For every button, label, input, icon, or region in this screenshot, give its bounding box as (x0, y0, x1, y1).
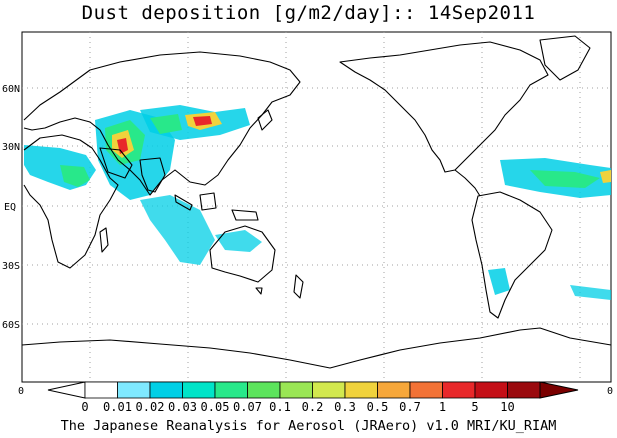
lat-label-60n: 60N (2, 84, 20, 95)
coast-africa (23, 134, 119, 269)
bottom-right-label: 0 (607, 386, 613, 397)
lat-label-30n: 30N (2, 142, 20, 153)
colorbar-cell (377, 381, 411, 399)
colorbar-label: 0.02 (136, 400, 165, 414)
colorbar-cell (149, 381, 183, 399)
colorbar-label: 0.07 (233, 400, 262, 414)
colorbar-labels: 0 0.01 0.02 0.03 0.05 0.07 0.1 0.2 0.3 0.5 0.7 1 5 10 (81, 400, 514, 414)
colorbar: 0 0.01 0.02 0.03 0.05 0.07 0.1 0.2 0.3 0.5 0.7 1 5 10 (47, 381, 579, 414)
colorbar-cell (409, 381, 443, 399)
coast-madagascar (99, 227, 109, 253)
coast-borneo (199, 192, 217, 211)
colorbar-cell (117, 381, 151, 399)
coast-new-zealand (293, 274, 304, 299)
lat-label-30s: 30S (2, 261, 20, 272)
dust-atlantic-mid (530, 170, 600, 188)
colorbar-cell (279, 381, 313, 399)
dust-indian-low (140, 195, 215, 265)
coast-greenland (539, 35, 591, 81)
coast-central-america (454, 169, 481, 197)
dust-sahel-low (24, 145, 96, 190)
dust-south-atlantic-low (570, 285, 611, 300)
colorbar-label: 0.7 (399, 400, 421, 414)
dust-atlantic-high (600, 170, 611, 183)
coast-japan (257, 109, 273, 131)
colorbar-cell (442, 381, 476, 399)
coast-arabia (99, 147, 133, 179)
colorbar-cell (182, 381, 216, 399)
colorbar-cell (84, 381, 118, 399)
dust-australia-low (215, 230, 262, 252)
colorbar-label: 0.03 (168, 400, 197, 414)
dust-sahel-mid (60, 165, 90, 187)
coast-new-guinea (231, 209, 259, 221)
colorbar-cell (474, 381, 508, 399)
coast-sumatra (174, 194, 193, 211)
map-title: Dust deposition [g/m2/day]:: 14Sep2011 (81, 2, 536, 24)
colorbar-label: 0.2 (302, 400, 324, 414)
coast-eurasia (23, 51, 301, 196)
dust-taklimakan-peak (193, 116, 212, 126)
colorbar-label: 0.01 (103, 400, 132, 414)
coast-south-america (471, 191, 553, 319)
colorbar-label: 0 (81, 400, 88, 414)
colorbar-cell (312, 381, 346, 399)
colorbar-left-arrow (47, 381, 86, 399)
colorbar-cells (84, 381, 541, 399)
colorbar-cell (214, 381, 248, 399)
dust-fields (24, 105, 611, 300)
bottom-left-label: 0 (18, 386, 24, 397)
colorbar-label: 0.05 (201, 400, 230, 414)
coast-tasmania (255, 287, 263, 295)
colorbar-label: 0.3 (334, 400, 356, 414)
colorbar-label: 10 (500, 400, 514, 414)
lat-label-60s: 60S (2, 320, 20, 331)
lat-label-eq: EQ (4, 202, 16, 213)
colorbar-cell (344, 381, 378, 399)
credit-line: The Japanese Reanalysis for Aerosol (JRA… (60, 418, 557, 434)
colorbar-label: 1 (439, 400, 446, 414)
colorbar-right-arrow (539, 381, 579, 399)
coast-north-america (339, 41, 549, 173)
coastlines (21, 35, 612, 369)
coast-antarctica (21, 327, 612, 369)
dust-asia-mid (150, 114, 182, 134)
colorbar-label: 0.1 (269, 400, 291, 414)
dust-patagonia-low (488, 268, 510, 295)
colorbar-cell (507, 381, 541, 399)
colorbar-cell (247, 381, 281, 399)
colorbar-label: 0.5 (367, 400, 389, 414)
coast-india (139, 157, 166, 193)
colorbar-label: 5 (471, 400, 478, 414)
coast-australia (209, 225, 276, 283)
